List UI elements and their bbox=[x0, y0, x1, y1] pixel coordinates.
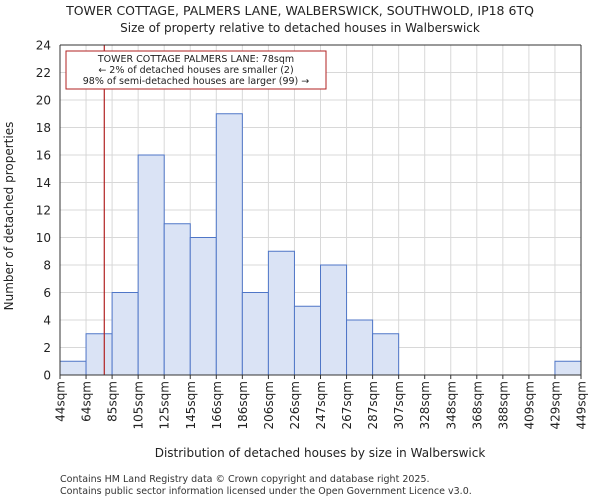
y-tick-label: 12 bbox=[36, 204, 51, 218]
annotation-line-1: TOWER COTTAGE PALMERS LANE: 78sqm bbox=[97, 54, 294, 65]
x-tick-label: 226sqm bbox=[288, 381, 302, 429]
annotation-line-2: ← 2% of detached houses are smaller (2) bbox=[98, 65, 293, 76]
x-tick-labels: 44sqm 64sqm 85sqm 105sqm 125sqm 145sqm 166sqm 1… bbox=[54, 381, 589, 429]
x-tick-label: 328sqm bbox=[418, 381, 432, 429]
x-tick-label: 368sqm bbox=[470, 381, 484, 429]
x-tick-label: 348sqm bbox=[444, 381, 458, 429]
chart-title: TOWER COTTAGE, PALMERS LANE, WALBERSWICK… bbox=[65, 3, 534, 18]
bar bbox=[293, 305, 322, 376]
bar bbox=[111, 292, 139, 376]
bar bbox=[267, 250, 295, 376]
y-tick-label: 22 bbox=[36, 66, 51, 80]
x-tick-label: 307sqm bbox=[392, 381, 406, 429]
bar bbox=[163, 223, 191, 376]
bar bbox=[85, 333, 113, 376]
y-tick-label: 10 bbox=[36, 231, 51, 245]
y-tick-label: 16 bbox=[36, 149, 51, 163]
x-tick-label: 105sqm bbox=[132, 381, 146, 429]
x-tick-label: 247sqm bbox=[314, 381, 328, 429]
x-tick-label: 388sqm bbox=[496, 381, 510, 429]
x-tick-label: 145sqm bbox=[184, 381, 198, 429]
x-tick-label: 206sqm bbox=[262, 381, 276, 429]
annotation-frame bbox=[65, 50, 327, 90]
y-tick-label: 18 bbox=[36, 121, 51, 135]
y-tick-label: 0 bbox=[43, 369, 51, 383]
y-tick-label: 14 bbox=[36, 176, 51, 190]
chart-subtitle: Size of property relative to detached ho… bbox=[120, 21, 480, 35]
x-tick-label: 85sqm bbox=[106, 381, 120, 422]
y-tick-label: 24 bbox=[36, 39, 51, 53]
bar bbox=[320, 264, 348, 376]
bars bbox=[59, 113, 582, 376]
annotation-line-3: 98% of semi-detached houses are larger (… bbox=[83, 76, 310, 87]
bar bbox=[189, 237, 217, 376]
x-tick-label: 125sqm bbox=[158, 381, 172, 429]
bar bbox=[372, 333, 400, 376]
annotation-box: TOWER COTTAGE PALMERS LANE: 78sqm ← 2% o… bbox=[65, 50, 327, 90]
x-tick-label: 186sqm bbox=[236, 381, 250, 429]
y-tick-label: 20 bbox=[36, 94, 51, 108]
x-axis-label: Distribution of detached houses by size … bbox=[155, 446, 486, 460]
footer-line-2: Contains public sector information licen… bbox=[60, 486, 472, 497]
bar bbox=[241, 292, 269, 376]
footer-line-1: Contains HM Land Registry data © Crown c… bbox=[60, 474, 430, 485]
bar bbox=[137, 154, 165, 376]
x-tick-label: 429sqm bbox=[548, 381, 562, 429]
x-tick-label: 44sqm bbox=[54, 381, 68, 422]
x-tick-label: 449sqm bbox=[575, 381, 589, 429]
y-tick-label: 8 bbox=[43, 259, 51, 273]
bar bbox=[215, 113, 243, 376]
axes bbox=[59, 44, 582, 379]
x-tick-label: 64sqm bbox=[80, 381, 94, 422]
bar bbox=[346, 319, 374, 376]
x-tick-label: 166sqm bbox=[210, 381, 224, 429]
y-axis-label: Number of detached properties bbox=[2, 122, 16, 311]
bar bbox=[554, 360, 582, 376]
x-tick-label: 287sqm bbox=[366, 381, 380, 429]
x-tick-label: 409sqm bbox=[522, 381, 536, 429]
y-tick-label: 6 bbox=[43, 286, 51, 300]
bar bbox=[59, 360, 87, 376]
y-tick-label: 4 bbox=[43, 314, 51, 328]
x-tick-label: 267sqm bbox=[340, 381, 354, 429]
y-tick-label: 2 bbox=[43, 341, 51, 355]
